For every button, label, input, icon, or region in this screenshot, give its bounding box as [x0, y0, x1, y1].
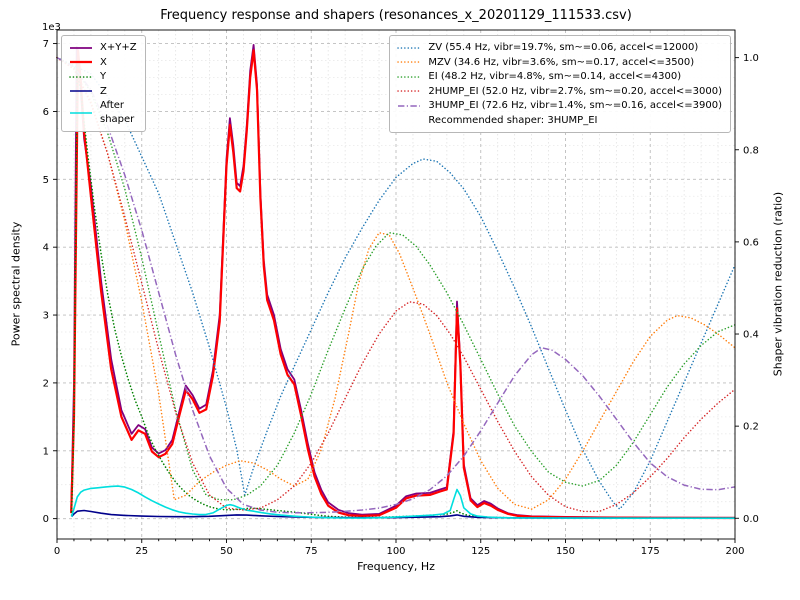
y-left-tick-label: 0: [43, 514, 49, 525]
x-tick-label: 0: [54, 546, 60, 557]
series-ei-line: [56, 56, 736, 501]
y-right-tick-label: 1.0: [743, 53, 759, 64]
y-right-tick-label: 0.4: [743, 330, 759, 341]
series-y-line: [70, 69, 736, 519]
x-tick-label: 125: [471, 546, 490, 557]
y-left-tick-label: 1: [43, 446, 49, 457]
x-axis-label: Frequency, Hz: [357, 560, 435, 573]
series-2hump_ei-line: [56, 56, 736, 513]
legend-line-sample: [69, 75, 93, 78]
legend-item-z-label: Z: [100, 85, 107, 97]
x-tick-label: 175: [641, 546, 660, 557]
legend-line-sample: [397, 76, 422, 78]
legend-item-y-label: Y: [100, 71, 107, 82]
legend-item-z: Z: [68, 85, 137, 99]
legend-item-3hump_ei: 3HUMP_EI (72.6 Hz, vibr=1.4%, sm~=0.16, …: [396, 99, 722, 113]
legend-item-mzv: MZV (34.6 Hz, vibr=3.6%, sm~=0.17, accel…: [396, 56, 722, 70]
legend-shapers: ZV (55.4 Hz, vibr=19.7%, sm~=0.06, accel…: [389, 35, 731, 133]
y-left-tick-label: 4: [43, 243, 49, 254]
y-axis-label-left: Power spectral density: [9, 221, 23, 347]
y-left-tick-label: 2: [43, 378, 49, 389]
series-after-shaper-line: [70, 485, 735, 519]
legend-item-2hump_ei: 2HUMP_EI (52.0 Hz, vibr=2.7%, sm~=0.20, …: [396, 85, 722, 99]
legend-line-sample: [397, 61, 422, 63]
legend-item-mzv-label: MZV (34.6 Hz, vibr=3.6%, sm~=0.17, accel…: [428, 56, 695, 68]
legend-item-x-label: X: [100, 56, 107, 68]
y-left-tick-label: 7: [43, 39, 49, 50]
legend-item-x+y+z-label: X+Y+Z: [100, 42, 137, 53]
legend-psd: X+Y+Z X Y Z After shaper: [61, 35, 146, 132]
series-mzv-line: [56, 56, 736, 510]
legend-recommended-shaper-note-label: Recommended shaper: 3HUMP_EI: [428, 114, 598, 126]
legend-line-sample: [70, 111, 92, 114]
legend-line-sample: [397, 90, 422, 92]
y-axis-offset-label: 1e3: [42, 22, 61, 33]
legend-item-x+y+z: X+Y+Z: [68, 41, 137, 55]
legend-item-after-shaper-label: After shaper: [100, 100, 135, 125]
y-left-tick-label: 6: [43, 107, 49, 118]
legend-item-ei-label: EI (48.2 Hz, vibr=4.8%, sm~=0.14, accel<…: [428, 71, 682, 82]
legend-item-y: Y: [68, 70, 137, 84]
chart-title: Frequency response and shapers (resonanc…: [160, 8, 632, 23]
legend-line-sample: [398, 105, 421, 107]
series-zv-line: [56, 56, 736, 510]
series-3hump_ei-line: [56, 56, 736, 514]
legend-item-3hump_ei-label: 3HUMP_EI (72.6 Hz, vibr=1.4%, sm~=0.16, …: [428, 100, 722, 111]
x-tick-label: 75: [305, 546, 318, 557]
x-tick-label: 100: [386, 546, 405, 557]
x-tick-label: 200: [725, 546, 744, 557]
series-z-line: [71, 509, 736, 519]
legend-item-x: X: [68, 56, 137, 70]
x-tick-label: 150: [556, 546, 575, 557]
y-right-tick-label: 0.8: [743, 145, 759, 156]
legend-sample-spacer: [396, 115, 422, 125]
legend-item-after-shaper: After shaper: [68, 99, 137, 126]
series-x-line: [70, 49, 736, 520]
y-right-tick-label: 0.0: [743, 514, 759, 525]
y-right-tick-label: 0.6: [743, 237, 759, 248]
legend-line-sample: [70, 61, 92, 64]
legend-line-sample: [397, 47, 422, 49]
y-left-tick-label: 3: [43, 311, 49, 322]
legend-line-sample: [70, 46, 92, 49]
legend-item-ei: EI (48.2 Hz, vibr=4.8%, sm~=0.14, accel<…: [396, 70, 722, 84]
x-tick-label: 50: [220, 546, 233, 557]
legend-line-sample: [70, 90, 92, 93]
y-right-tick-label: 0.2: [743, 422, 759, 433]
legend-item-zv-label: ZV (55.4 Hz, vibr=19.7%, sm~=0.06, accel…: [428, 42, 699, 53]
legend-item-zv: ZV (55.4 Hz, vibr=19.7%, sm~=0.06, accel…: [396, 41, 722, 55]
y-axis-label-right: Shaper vibration reduction (ratio): [771, 191, 785, 377]
x-tick-label: 25: [135, 546, 148, 557]
legend-item-2hump_ei-label: 2HUMP_EI (52.0 Hz, vibr=2.7%, sm~=0.20, …: [428, 85, 722, 97]
y-left-tick-label: 5: [43, 175, 49, 186]
legend-recommended-shaper-note: Recommended shaper: 3HUMP_EI: [396, 114, 722, 128]
